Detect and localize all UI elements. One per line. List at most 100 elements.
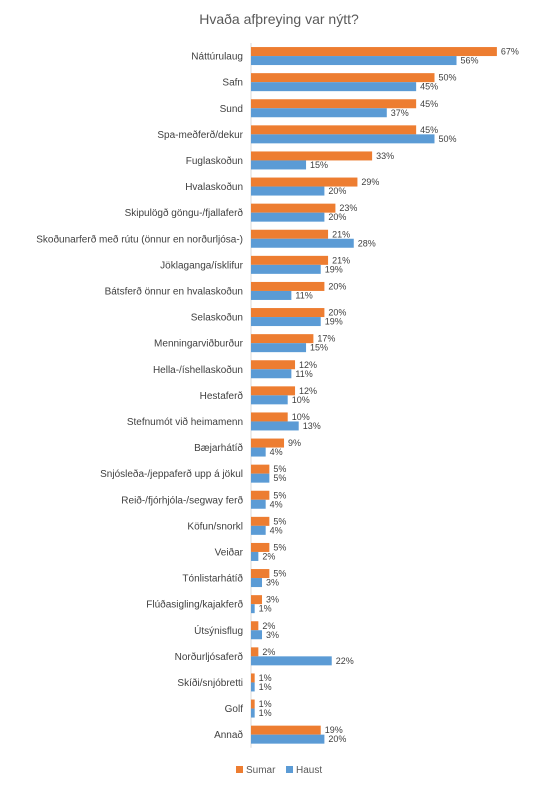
- category-label: Sund: [220, 104, 243, 115]
- data-label-sumar: 5%: [273, 569, 286, 579]
- bar-haust: [251, 160, 307, 170]
- bar-haust: [251, 134, 435, 144]
- data-label-sumar: 1%: [259, 699, 272, 709]
- data-label-haust: 1%: [259, 708, 272, 718]
- bar-sumar: [251, 73, 435, 83]
- data-label-haust: 45%: [420, 82, 438, 92]
- data-label-sumar: 12%: [299, 360, 317, 370]
- category-label: Veiðar: [215, 546, 244, 558]
- data-label-sumar: 5%: [273, 490, 286, 500]
- category-label: Náttúrulaug: [191, 52, 243, 63]
- data-label-haust: 20%: [328, 186, 346, 196]
- category-label: Bæjarhátíð: [194, 442, 243, 454]
- bars-group: [251, 47, 497, 744]
- data-label-haust: 19%: [325, 317, 343, 327]
- bar-sumar: [251, 438, 285, 448]
- data-label-sumar: 29%: [361, 177, 379, 187]
- data-label-sumar: 23%: [339, 203, 357, 213]
- category-label: Tónlistarhátíð: [182, 573, 243, 585]
- category-label: Menningarviðburður: [154, 338, 244, 350]
- bar-sumar: [251, 177, 358, 187]
- bar-sumar: [251, 281, 325, 291]
- category-labels: Náttúrulaug Safn Sund Spa-meðferð/dekur Fugl…: [36, 52, 243, 742]
- legend-swatch-sumar: [236, 766, 243, 773]
- bar-sumar: [251, 99, 417, 109]
- data-label-sumar: 33%: [376, 151, 394, 161]
- data-label-sumar: 10%: [292, 412, 310, 422]
- data-label-haust: 15%: [310, 160, 328, 170]
- bar-sumar: [251, 412, 288, 422]
- bar-haust: [251, 708, 255, 718]
- data-label-haust: 4%: [270, 525, 283, 535]
- bar-haust: [251, 56, 457, 66]
- data-label-sumar: 45%: [420, 125, 438, 135]
- data-label-haust: 4%: [270, 499, 283, 509]
- bar-haust: [251, 264, 321, 274]
- data-label-sumar: 21%: [332, 255, 350, 265]
- bar-sumar: [251, 490, 270, 500]
- data-label-sumar: 17%: [317, 334, 335, 344]
- data-label-haust: 5%: [273, 473, 286, 483]
- bar-haust: [251, 525, 266, 535]
- category-label: Annað: [214, 729, 243, 741]
- data-label-sumar: 1%: [259, 673, 272, 683]
- category-label: Reið-/fjórhjóla-/segway ferð: [121, 494, 243, 506]
- category-label: Flúðasigling/kajakferð: [146, 599, 243, 611]
- bar-sumar: [251, 725, 321, 735]
- bar-sumar: [251, 647, 259, 657]
- legend-label: Haust: [296, 765, 322, 776]
- bar-sumar: [251, 595, 263, 605]
- data-label-haust: 4%: [270, 447, 283, 457]
- bar-haust: [251, 290, 292, 300]
- data-label-haust: 2%: [262, 551, 275, 561]
- data-label-sumar: 20%: [328, 308, 346, 318]
- category-label: Hella-/íshellaskoðun: [153, 364, 243, 376]
- bar-haust: [251, 82, 417, 92]
- data-label-haust: 20%: [328, 212, 346, 222]
- data-label-haust: 11%: [295, 369, 312, 379]
- data-label-sumar: 5%: [273, 542, 286, 552]
- category-label: Golf: [225, 704, 244, 715]
- bar-haust: [251, 447, 266, 457]
- bar-sumar: [251, 151, 373, 161]
- bar-sumar: [251, 673, 255, 683]
- data-labels: 67%56%50%45%45%37%45%50%33%15%29%20%23%2…: [259, 47, 519, 745]
- data-label-sumar: 50%: [439, 73, 457, 83]
- bar-sumar: [251, 542, 270, 552]
- data-label-sumar: 5%: [273, 464, 286, 474]
- bar-sumar: [251, 308, 325, 318]
- data-label-sumar: 3%: [266, 595, 279, 605]
- category-label: Spa-meðferð/dekur: [157, 129, 243, 141]
- bar-sumar: [251, 464, 270, 474]
- data-label-haust: 11%: [295, 290, 312, 300]
- bar-sumar: [251, 334, 314, 344]
- bar-sumar: [251, 569, 270, 579]
- data-label-sumar: 2%: [262, 621, 275, 631]
- bar-sumar: [251, 386, 296, 396]
- category-label: Norðurljósaferð: [175, 651, 244, 663]
- category-label: Stefnumót við heimamenn: [127, 416, 243, 428]
- category-label: Útsýnisflug: [194, 624, 243, 637]
- bar-sumar: [251, 621, 259, 631]
- data-label-haust: 13%: [303, 421, 321, 431]
- data-label-haust: 1%: [259, 682, 272, 692]
- bar-haust: [251, 421, 299, 431]
- category-label: Snjósleða-/jeppaferð upp á jökul: [100, 468, 243, 480]
- data-label-sumar: 2%: [262, 647, 275, 657]
- data-label-haust: 50%: [439, 134, 457, 144]
- data-label-haust: 3%: [266, 578, 279, 588]
- category-label: Fuglaskoðun: [186, 155, 243, 167]
- data-label-sumar: 9%: [288, 438, 301, 448]
- data-label-haust: 19%: [325, 264, 343, 274]
- data-label-sumar: 20%: [328, 281, 346, 291]
- category-label: Skoðunarferð með rútu (önnur en norðurlj…: [36, 233, 243, 245]
- data-label-haust: 37%: [391, 108, 409, 118]
- data-label-haust: 3%: [266, 630, 279, 640]
- data-label-haust: 10%: [292, 395, 310, 405]
- category-label: Jöklaganga/ísklifur: [160, 260, 243, 271]
- bar-sumar: [251, 360, 296, 370]
- legend: Sumar Haust: [236, 765, 322, 776]
- bar-sumar: [251, 699, 255, 709]
- legend-label: Sumar: [246, 765, 276, 776]
